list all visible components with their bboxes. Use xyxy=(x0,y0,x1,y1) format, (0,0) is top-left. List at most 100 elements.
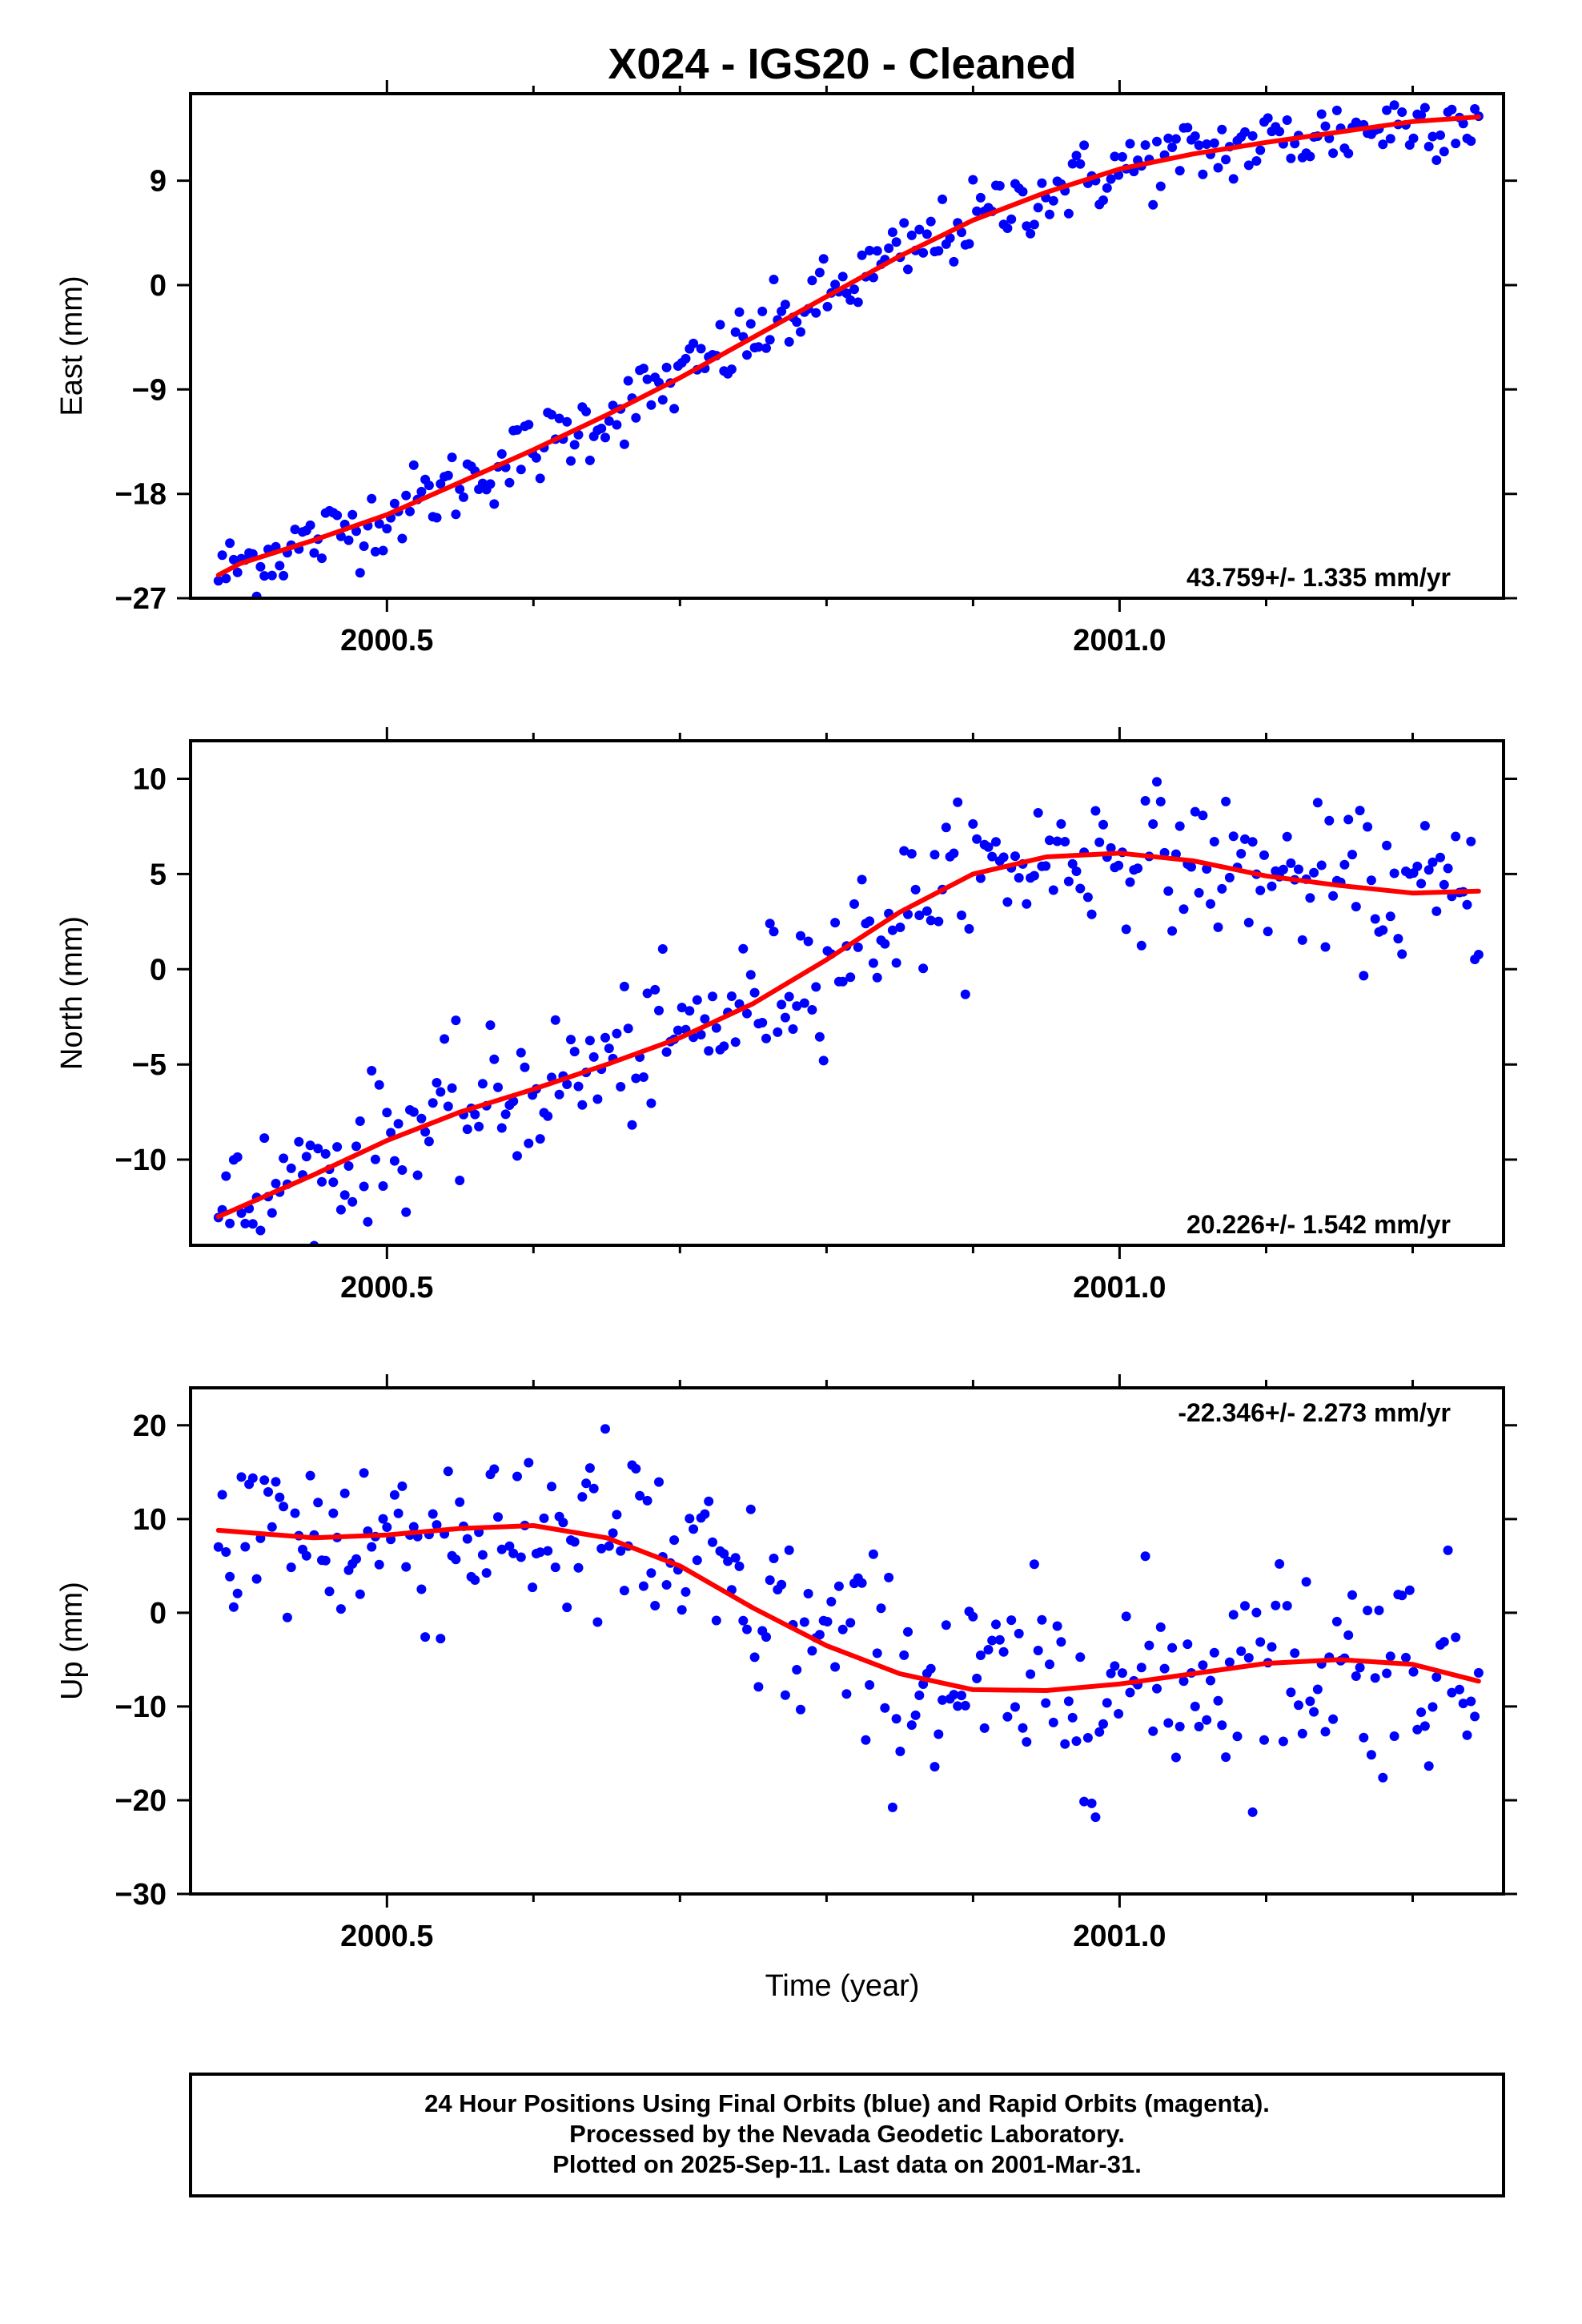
east-data-point xyxy=(424,480,434,491)
up-data-point xyxy=(282,1612,292,1622)
north-data-point xyxy=(1282,831,1292,842)
east-data-point xyxy=(355,568,365,578)
up-data-point xyxy=(1060,1739,1070,1749)
up-data-point xyxy=(328,1508,339,1518)
north-data-point xyxy=(1255,885,1266,895)
north-data-point xyxy=(677,1003,687,1013)
east-data-point xyxy=(796,327,805,337)
up-data-point xyxy=(508,1548,519,1558)
north-data-point xyxy=(1363,822,1373,832)
north-data-point xyxy=(880,939,890,949)
up-data-point xyxy=(1366,1750,1376,1760)
up-data-point xyxy=(1206,1675,1215,1686)
east-data-point xyxy=(619,439,629,449)
up-data-point xyxy=(857,1578,867,1588)
north-data-point xyxy=(657,944,668,954)
north-data-point xyxy=(1010,851,1020,862)
up-data-point xyxy=(228,1602,239,1612)
up-data-point xyxy=(938,1695,948,1705)
up-data-point xyxy=(1006,1615,1017,1626)
up-data-point xyxy=(217,1490,227,1500)
north-data-point xyxy=(1082,892,1093,903)
up-data-point xyxy=(1163,1718,1174,1728)
up-data-point xyxy=(822,1617,833,1626)
up-data-point xyxy=(1247,1807,1258,1817)
up-data-point xyxy=(1052,1621,1062,1631)
north-data-point xyxy=(1393,934,1403,944)
up-data-point xyxy=(704,1496,714,1506)
up-data-point xyxy=(1114,1709,1124,1719)
up-data-point xyxy=(1037,1614,1047,1625)
east-data-point xyxy=(436,479,446,489)
east-data-point xyxy=(1228,174,1239,184)
north-points xyxy=(213,777,1484,1245)
north-data-point xyxy=(1267,881,1277,891)
north-data-point xyxy=(1385,911,1395,922)
north-data-point xyxy=(1178,904,1189,915)
north-data-point xyxy=(600,1032,610,1043)
east-data-point xyxy=(604,416,614,426)
north-data-point xyxy=(777,999,787,1010)
up-data-point xyxy=(393,1508,404,1518)
north-data-point xyxy=(374,1080,384,1090)
north-data-point xyxy=(569,1047,580,1057)
north-data-point xyxy=(447,1083,457,1093)
up-data-point xyxy=(1136,1663,1146,1673)
east-data-point xyxy=(217,550,227,561)
up-data-point xyxy=(994,1634,1005,1645)
up-data-point xyxy=(979,1723,990,1733)
up-data-point xyxy=(765,1575,775,1586)
east-data-point xyxy=(1045,209,1054,219)
up-data-point xyxy=(335,1604,346,1614)
up-data-point xyxy=(1029,1559,1039,1570)
east-data-point xyxy=(1190,131,1200,141)
east-plot-frame xyxy=(189,92,1505,600)
east-data-point xyxy=(964,239,974,249)
east-data-point xyxy=(914,224,925,235)
north-data-point xyxy=(1190,806,1200,817)
north-data-point xyxy=(616,1082,626,1092)
up-data-point xyxy=(991,1619,1001,1630)
up-data-point xyxy=(367,1542,377,1552)
up-data-point xyxy=(612,1510,622,1520)
up-data-point xyxy=(524,1458,534,1468)
north-y-tick-label: −10 xyxy=(115,1144,167,1177)
north-data-point xyxy=(811,982,821,992)
east-data-point xyxy=(1221,155,1231,165)
up-data-point xyxy=(1462,1730,1472,1740)
east-data-point xyxy=(1343,148,1354,159)
east-y-axis-label: East (mm) xyxy=(55,275,89,416)
up-panel: 2000.5 2001.0 −30 −20 −10 0 10 20 Up (mm) -22.346… xyxy=(55,1374,1517,1953)
north-data-point xyxy=(957,911,966,920)
up-y-tick-label: −10 xyxy=(115,1691,167,1724)
north-data-point xyxy=(520,1062,530,1072)
up-data-point xyxy=(1174,1722,1185,1731)
north-data-point xyxy=(642,988,652,999)
north-data-point xyxy=(1431,906,1442,916)
up-data-point xyxy=(719,1549,729,1559)
east-data-point xyxy=(1198,169,1208,179)
north-data-point xyxy=(930,850,940,860)
east-data-point xyxy=(531,452,541,463)
east-data-point xyxy=(347,509,358,520)
east-data-point xyxy=(397,533,408,544)
east-data-point xyxy=(1182,123,1193,133)
east-data-point xyxy=(1155,181,1166,191)
up-data-point xyxy=(899,1650,909,1660)
north-data-point xyxy=(386,1128,396,1138)
up-data-point xyxy=(865,1680,875,1690)
north-data-point xyxy=(1163,886,1174,896)
up-data-point xyxy=(1443,1545,1453,1555)
up-data-point xyxy=(650,1601,661,1610)
up-data-point xyxy=(891,1714,901,1724)
east-data-point xyxy=(811,308,821,318)
up-data-point xyxy=(535,1547,545,1558)
east-data-point xyxy=(1447,104,1457,115)
up-data-point xyxy=(635,1490,645,1501)
north-data-point xyxy=(554,1089,564,1100)
east-y-tick-label: 9 xyxy=(150,165,167,199)
north-panel: 2000.5 2001.0 −10 −5 0 5 10 North (mm) 20.226+/-… xyxy=(55,727,1517,1305)
north-data-point xyxy=(1052,836,1062,846)
north-data-point xyxy=(1355,806,1365,816)
east-data-point xyxy=(1458,119,1468,129)
